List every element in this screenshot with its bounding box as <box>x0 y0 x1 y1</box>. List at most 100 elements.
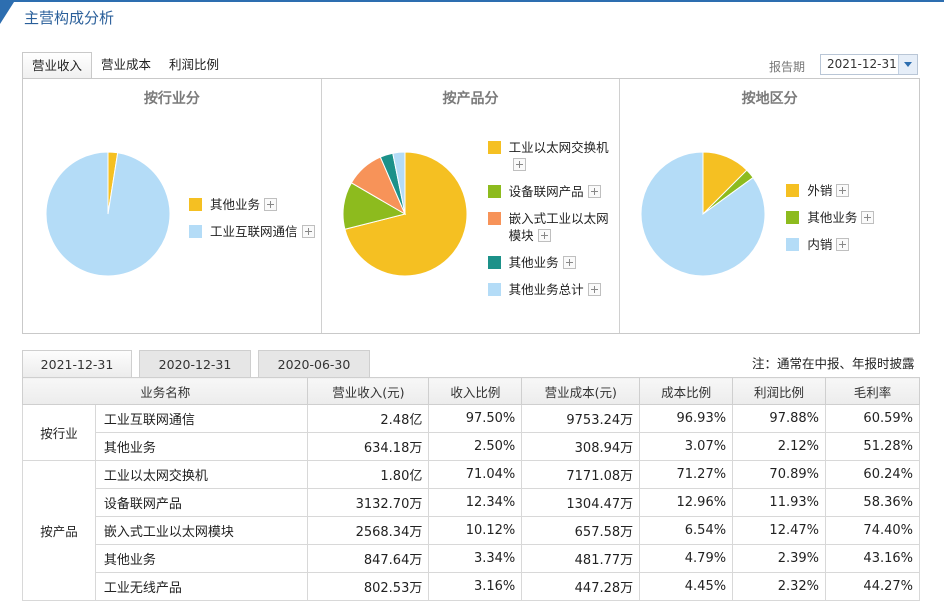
value-cell: 97.50% <box>428 404 523 433</box>
value-cell: 2.39% <box>732 544 826 573</box>
legend-item: 工业以太网交换机 <box>487 139 620 173</box>
expand-plus-icon[interactable] <box>512 158 526 171</box>
panel-product: 按产品分 工业以太网交换机 设备联网产品嵌入式工业以太网模块其他业务其他业务总计 <box>322 79 621 333</box>
legend-item: 其他业务 <box>786 209 875 226</box>
header-profit-ratio: 利润比例 <box>732 377 826 405</box>
legend-label: 工业互联网通信 <box>210 223 315 240</box>
header-business-name: 业务名称 <box>21 377 309 405</box>
value-cell: 1304.47万 <box>521 488 641 517</box>
legend-text: 工业以太网交换机 <box>508 140 609 155</box>
legend-swatch <box>487 141 501 154</box>
panel-region: 按地区分 外销 其他业务 内销 <box>620 79 919 333</box>
page-title: 主营构成分析 <box>24 9 115 27</box>
value-cell: 2.48亿 <box>307 404 430 433</box>
value-cell: 2.32% <box>732 572 826 601</box>
value-cell: 10.12% <box>428 516 523 545</box>
pie-slice[interactable] <box>45 151 171 277</box>
legend-swatch <box>786 184 800 197</box>
expand-plus-icon[interactable] <box>264 198 278 211</box>
legend-swatch <box>786 238 800 251</box>
expand-plus-icon[interactable] <box>587 185 601 198</box>
legend-label: 设备联网产品 <box>509 183 601 200</box>
legend-industry: 其他业务工业互联网通信 <box>189 196 315 250</box>
group-label: 按行业 <box>22 404 96 461</box>
value-cell: 3132.70万 <box>307 488 430 517</box>
value-cell: 447.28万 <box>521 572 641 601</box>
header-cost: 营业成本(元) <box>521 377 641 405</box>
value-cell: 802.53万 <box>307 572 430 601</box>
tab-date-2020-06-30[interactable]: 2020-06-30 <box>258 350 370 377</box>
value-cell: 71.27% <box>639 460 734 489</box>
value-cell: 2.12% <box>732 432 826 461</box>
legend-product: 工业以太网交换机 设备联网产品嵌入式工业以太网模块其他业务其他业务总计 <box>487 139 620 308</box>
value-cell: 634.18万 <box>307 432 430 461</box>
tab-cost[interactable]: 营业成本 <box>101 57 152 72</box>
value-cell: 4.79% <box>639 544 734 573</box>
value-cell: 847.64万 <box>307 544 430 573</box>
expand-plus-icon[interactable] <box>836 184 850 197</box>
header-gross-margin: 毛利率 <box>825 377 920 405</box>
legend-swatch <box>189 225 202 238</box>
expand-plus-icon[interactable] <box>301 225 315 238</box>
legend-item: 其他业务 <box>487 254 620 271</box>
period-select[interactable]: 2021-12-31 <box>820 54 918 75</box>
section-header: 主营构成分析 <box>0 0 944 32</box>
value-cell: 12.47% <box>732 516 826 545</box>
business-name-cell: 工业以太网交换机 <box>94 460 309 489</box>
value-cell: 481.77万 <box>521 544 641 573</box>
panel-title: 按行业分 <box>143 91 200 107</box>
legend-text: 设备联网产品 <box>508 184 584 199</box>
legend-text: 外销 <box>807 183 833 198</box>
table-header-row: 业务名称 营业收入(元) 收入比例 营业成本(元) 成本比例 利润比例 毛利率 <box>21 377 920 405</box>
period-label: 报告期 <box>769 60 806 74</box>
header-revenue-ratio: 收入比例 <box>428 377 523 405</box>
tab-date-2020-12-31[interactable]: 2020-12-31 <box>139 350 251 377</box>
value-cell: 51.28% <box>825 432 920 461</box>
panel-title: 按产品分 <box>442 91 499 107</box>
date-tabs: 2021-12-31 2020-12-31 2020-06-30 <box>22 350 377 377</box>
expand-plus-icon[interactable] <box>562 256 576 269</box>
table-row: 其他业务 847.64万 3.34% 481.77万 4.79% 2.39% 43.16% <box>23 544 920 573</box>
expand-plus-icon[interactable] <box>537 229 551 242</box>
legend-item: 内销 <box>786 236 874 253</box>
value-cell: 3.34% <box>428 544 523 573</box>
legend-text: 其他业务 <box>210 197 261 212</box>
business-name-cell: 设备联网产品 <box>94 488 309 517</box>
legend-item: 其他业务总计 <box>487 281 620 298</box>
value-cell: 44.27% <box>825 572 920 601</box>
legend-swatch <box>487 256 501 269</box>
legend-item: 工业互联网通信 <box>189 223 315 240</box>
expand-plus-icon[interactable] <box>861 211 875 224</box>
header-cost-ratio: 成本比例 <box>639 377 734 405</box>
legend-text: 工业互联网通信 <box>210 224 298 239</box>
legend-swatch <box>487 283 501 296</box>
value-cell: 97.88% <box>732 404 826 433</box>
chevron-down-icon[interactable] <box>898 55 917 74</box>
composition-table: 业务名称 营业收入(元) 收入比例 营业成本(元) 成本比例 利润比例 毛利率 … <box>21 377 920 601</box>
value-cell: 1.80亿 <box>307 460 430 489</box>
tab-revenue[interactable]: 营业收入 <box>22 52 93 79</box>
value-cell: 657.58万 <box>521 516 641 545</box>
value-cell: 12.34% <box>428 488 523 517</box>
value-cell: 43.16% <box>825 544 920 573</box>
value-cell: 96.93% <box>639 404 734 433</box>
table-row: 设备联网产品 3132.70万 12.34% 1304.47万 12.96% 11.93%… <box>23 488 920 517</box>
pie-slice[interactable] <box>640 151 766 277</box>
expand-plus-icon[interactable] <box>587 283 601 296</box>
tab-date-2021-12-31[interactable]: 2021-12-31 <box>22 350 132 377</box>
value-cell: 7171.08万 <box>521 460 641 489</box>
legend-label: 内销 <box>807 236 850 253</box>
value-cell: 71.04% <box>428 460 523 489</box>
value-cell: 12.96% <box>639 488 734 517</box>
legend-text: 嵌入式工业以太网模块 <box>508 211 609 243</box>
table-row: 按行业 工业互联网通信 2.48亿 97.50% 9753.24万 96.93% 97.88… <box>22 404 920 461</box>
table-row: 嵌入式工业以太网模块 2568.34万 10.12% 657.58万 6.54% 12.4… <box>23 516 920 545</box>
legend-region: 外销其他业务内销 <box>786 182 875 263</box>
expand-plus-icon[interactable] <box>836 238 850 251</box>
legend-label: 工业以太网交换机 <box>509 139 620 173</box>
tab-profit-ratio[interactable]: 利润比例 <box>169 57 220 72</box>
value-cell: 74.40% <box>825 516 920 545</box>
business-name-cell: 其他业务 <box>94 432 309 461</box>
pie-slice[interactable] <box>391 151 406 215</box>
legend-item: 其他业务 <box>189 196 315 213</box>
